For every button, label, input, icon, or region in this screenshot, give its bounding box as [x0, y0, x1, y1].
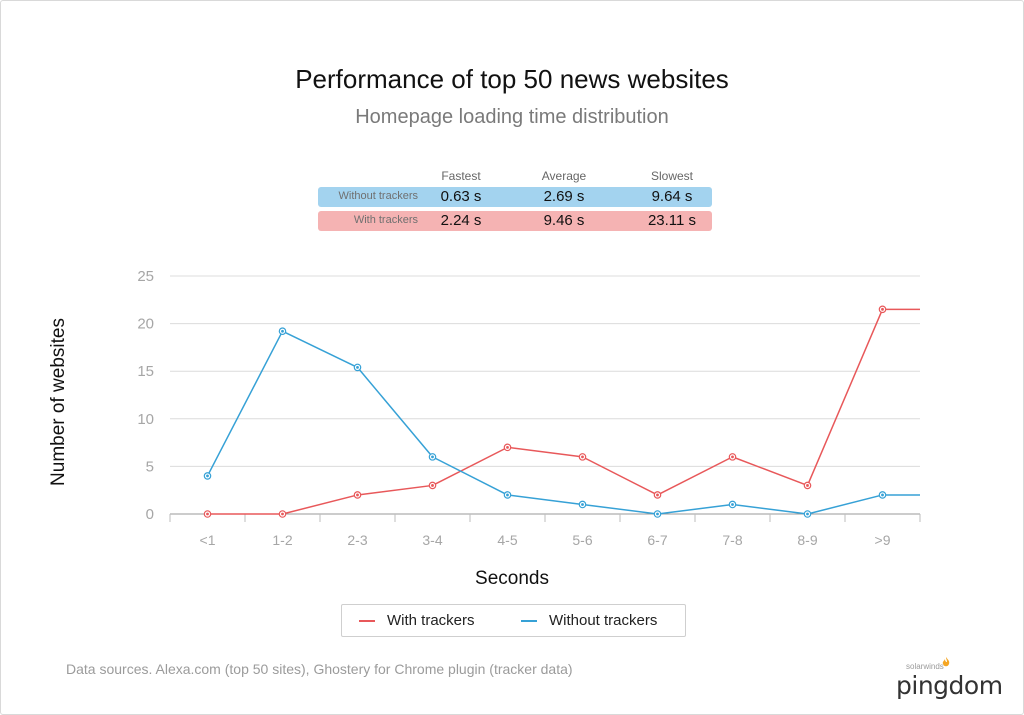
chart-subtitle: Homepage loading time distribution — [355, 106, 669, 128]
x-tick-label: 3-4 — [422, 532, 442, 548]
data-point-center-with-trackers — [656, 493, 659, 497]
x-tick-label: 8-9 — [797, 532, 817, 548]
stats-header-fastest: Fastest — [441, 169, 481, 183]
data-point-center-without-trackers — [206, 474, 209, 478]
y-axis-title: Number of websites — [48, 318, 69, 486]
series-line-with-trackers — [207, 308, 920, 515]
x-tick-label: >9 — [875, 532, 891, 548]
stats-value-average: 2.69 s — [543, 188, 585, 205]
legend-label-with-trackers: With trackers — [387, 612, 475, 629]
y-tick-label: 10 — [137, 411, 154, 428]
brand-small-text: solarwinds — [906, 662, 944, 671]
x-tick-label: 5-6 — [572, 532, 592, 548]
stats-header-slowest: Slowest — [650, 169, 694, 183]
stats-value-slowest: 9.64 s — [651, 188, 693, 205]
data-point-center-with-trackers — [281, 512, 284, 516]
brand-logo: pingdom — [896, 671, 1003, 700]
data-point-center-with-trackers — [206, 512, 209, 516]
x-tick-label: 7-8 — [722, 532, 742, 548]
x-tick-label: <1 — [200, 532, 216, 548]
chart-title: Performance of top 50 news websites — [295, 64, 729, 94]
data-point-center-without-trackers — [806, 512, 809, 516]
data-point-center-with-trackers — [431, 484, 434, 487]
data-point-center-with-trackers — [806, 484, 809, 487]
stats-row-without-trackers: Without trackers 0.63 s 2.69 s 9.64 s — [318, 187, 712, 207]
stats-header-average: Average — [541, 169, 587, 183]
y-tick-label: 0 — [146, 506, 154, 523]
data-point-center-without-trackers — [656, 512, 659, 516]
data-point-center-with-trackers — [581, 455, 584, 459]
flame-icon — [942, 657, 950, 667]
y-tick-label: 15 — [137, 363, 154, 380]
stats-value-average: 9.46 s — [543, 212, 585, 229]
data-point-center-with-trackers — [506, 445, 509, 449]
stats-row-with-trackers: With trackers 2.24 s 9.46 s 23.11 s — [318, 211, 712, 231]
chart-legend: With trackers Without trackers — [341, 604, 686, 637]
y-tick-label: 25 — [137, 268, 154, 285]
series-line-without-trackers — [206, 330, 920, 515]
data-point-center-without-trackers — [506, 493, 509, 497]
legend-label-without-trackers: Without trackers — [549, 612, 658, 629]
x-tick-label: 2-3 — [347, 532, 367, 548]
legend-swatch-without-trackers — [521, 620, 537, 622]
stats-value-slowest: 23.11 s — [647, 212, 697, 229]
data-point-center-without-trackers — [581, 503, 584, 506]
data-point-center-without-trackers — [881, 493, 884, 497]
y-tick-label: 5 — [146, 458, 154, 475]
data-point-center-with-trackers — [731, 455, 734, 459]
stats-value-fastest: 2.24 s — [440, 212, 482, 229]
data-point-center-without-trackers — [731, 503, 734, 506]
data-sources-note: Data sources. Alexa.com (top 50 sites), … — [66, 661, 573, 677]
data-point-center-without-trackers — [356, 365, 359, 369]
x-tick-label: 1-2 — [272, 532, 292, 548]
x-axis-title: Seconds — [475, 568, 549, 589]
stats-row-label: Without trackers — [338, 190, 418, 202]
data-point-center-without-trackers — [431, 455, 434, 459]
data-point-center-with-trackers — [881, 307, 884, 311]
x-tick-label: 6-7 — [647, 532, 667, 548]
data-point-center-without-trackers — [281, 329, 284, 333]
x-tick-label: 4-5 — [497, 532, 517, 548]
y-tick-label: 20 — [137, 316, 154, 333]
data-point-center-with-trackers — [356, 493, 359, 497]
stats-value-fastest: 0.63 s — [440, 188, 482, 205]
stats-row-label: With trackers — [353, 214, 418, 226]
legend-swatch-with-trackers — [359, 620, 375, 622]
